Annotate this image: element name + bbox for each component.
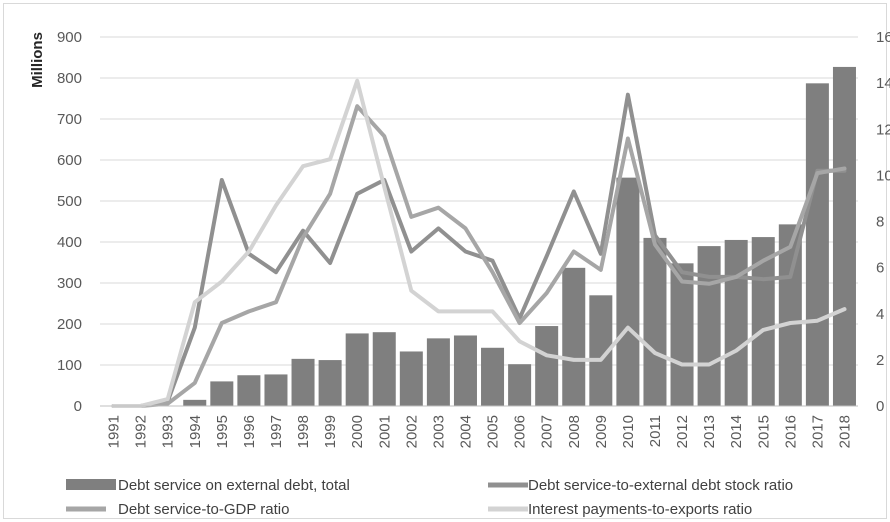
bar	[183, 399, 207, 406]
series-line	[111, 92, 847, 408]
legend-label: Debt service-to-GDP ratio	[118, 501, 289, 518]
bar	[481, 347, 505, 406]
x-tick-label: 2010	[620, 415, 637, 448]
x-tick-label: 2006	[512, 415, 529, 448]
y2-tick-label: 12	[876, 121, 890, 138]
x-tick-label: 1991	[106, 415, 123, 448]
bar	[318, 360, 342, 406]
bar	[589, 295, 613, 406]
y-tick-label: 700	[57, 111, 82, 128]
bar	[264, 374, 288, 406]
bar	[237, 375, 261, 406]
x-tick-label: 1998	[295, 415, 312, 448]
bar	[345, 333, 369, 406]
y2-tick-label: 10	[876, 167, 890, 184]
x-tick-label: 2013	[701, 415, 718, 448]
y2-tick-label: 4	[876, 306, 884, 323]
x-tick-label: 2018	[836, 415, 853, 448]
x-tick-label: 2004	[457, 415, 474, 448]
legend-swatch	[66, 479, 116, 490]
bar	[643, 237, 667, 406]
y-axis-label: Millions	[29, 32, 46, 88]
bar	[832, 66, 856, 407]
x-tick-label: 2002	[403, 415, 420, 448]
x-tick-label: 1994	[187, 415, 204, 448]
y-tick-label: 200	[57, 316, 82, 333]
y2-tick-label: 6	[876, 260, 884, 277]
bar	[399, 351, 423, 406]
legend-label: Interest payments-to-exports ratio	[528, 501, 752, 518]
y2-tick-label: 8	[876, 214, 884, 231]
x-tick-label: 1995	[214, 415, 231, 448]
y2-tick-label: 0	[876, 398, 884, 415]
x-tick-label: 1992	[133, 415, 150, 448]
y-tick-label: 400	[57, 234, 82, 251]
x-tick-label: 2001	[376, 415, 393, 448]
x-tick-label: 1997	[268, 415, 285, 448]
bar	[616, 177, 640, 406]
y-tick-label: 600	[57, 152, 82, 169]
series-line	[111, 78, 847, 408]
series-line	[111, 104, 847, 408]
x-tick-label: 2008	[566, 415, 583, 448]
bar	[724, 239, 748, 406]
bar	[372, 332, 396, 406]
bar	[291, 358, 315, 406]
x-tick-label: 2016	[782, 415, 799, 448]
x-tick-label: 2007	[539, 415, 556, 448]
x-tick-label: 2003	[430, 415, 447, 448]
x-tick-label: 1993	[160, 415, 177, 448]
bar	[562, 267, 586, 406]
bar	[535, 326, 559, 406]
y-tick-label: 0	[74, 398, 82, 415]
bar	[697, 246, 721, 406]
legend-label: Debt service-to-external debt stock rati…	[528, 477, 793, 494]
x-tick-label: 2015	[755, 415, 772, 448]
x-tick-label: 2005	[485, 415, 502, 448]
bar	[805, 83, 829, 406]
y-tick-label: 100	[57, 357, 82, 374]
x-tick-label: 2014	[728, 415, 745, 448]
legend-label: Debt service on external debt, total	[118, 477, 350, 494]
y2-tick-label: 14	[876, 75, 890, 92]
x-tick-label: 2017	[809, 415, 826, 448]
bar	[210, 381, 234, 406]
y-tick-label: 900	[57, 29, 82, 46]
y-tick-label: 800	[57, 70, 82, 87]
x-tick-label: 1999	[322, 415, 339, 448]
y2-tick-label: 2	[876, 352, 884, 369]
bar	[778, 224, 802, 406]
bar	[453, 335, 477, 406]
bar	[508, 364, 532, 406]
x-tick-label: 1996	[241, 415, 258, 448]
y2-tick-label: 16	[876, 29, 890, 46]
x-tick-label: 2009	[593, 415, 610, 448]
y-tick-label: 300	[57, 275, 82, 292]
bar	[670, 263, 694, 406]
x-tick-label: 2000	[349, 415, 366, 448]
y-tick-label: 500	[57, 193, 82, 210]
x-tick-label: 2011	[647, 415, 664, 447]
bar	[426, 338, 450, 406]
x-tick-label: 2012	[674, 415, 691, 448]
